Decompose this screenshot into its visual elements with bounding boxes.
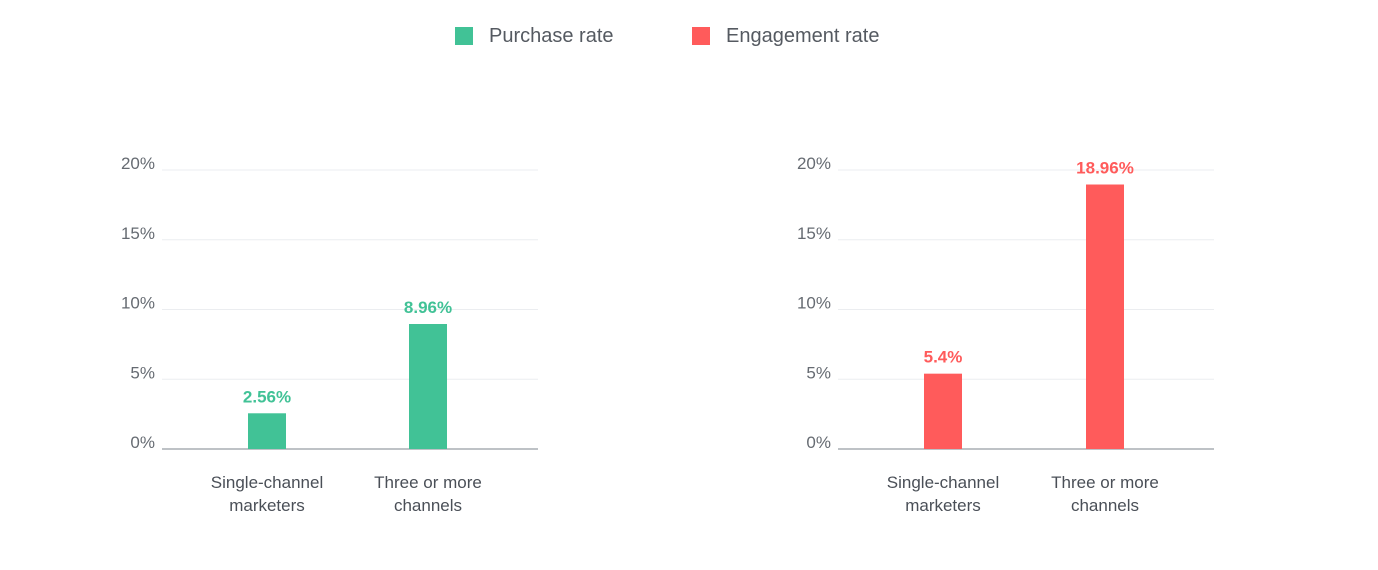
- legend-item-engagement-rate: Engagement rate: [692, 24, 879, 48]
- category-label: Three or more: [374, 473, 482, 492]
- chart-1: 0% 5% 10% 15% 20% 2.56% Single-channel marketer…: [121, 154, 538, 515]
- y-tick-label: 5%: [130, 363, 155, 382]
- chart-2: 0% 5% 10% 15% 20% 5.4% Single-channel marketers…: [797, 154, 1214, 515]
- y-tick-label: 15%: [121, 224, 155, 243]
- data-label: 18.96%: [1076, 159, 1134, 178]
- legend-swatch-engagement-rate: [692, 27, 710, 45]
- data-label: 8.96%: [404, 298, 452, 317]
- y-tick-label: 0%: [130, 433, 155, 452]
- category-label: Three or more: [1051, 473, 1159, 492]
- y-tick-label: 20%: [797, 154, 831, 173]
- category-label: marketers: [905, 496, 981, 515]
- y-tick-label: 10%: [121, 294, 155, 313]
- data-label: 2.56%: [243, 387, 291, 406]
- bar: [1086, 184, 1124, 449]
- legend-label-engagement-rate: Engagement rate: [726, 24, 880, 47]
- category-label: channels: [394, 496, 462, 515]
- category-label: marketers: [229, 496, 305, 515]
- y-tick-label: 15%: [797, 224, 831, 243]
- legend-label-purchase-rate: Purchase rate: [489, 24, 614, 47]
- bar: [409, 324, 447, 449]
- y-tick-label: 10%: [797, 294, 831, 313]
- category-label: channels: [1071, 496, 1139, 515]
- bar: [248, 413, 286, 449]
- category-label: Single-channel: [887, 473, 999, 492]
- data-label: 5.4%: [924, 348, 963, 367]
- legend: Purchase rate Engagement rate: [0, 20, 1378, 52]
- legend-swatch-purchase-rate: [455, 27, 473, 45]
- legend-item-purchase-rate: Purchase rate: [455, 24, 614, 48]
- category-label: Single-channel: [211, 473, 323, 492]
- y-tick-label: 0%: [806, 433, 831, 452]
- bar: [924, 373, 962, 449]
- y-tick-label: 20%: [121, 154, 155, 173]
- y-tick-label: 5%: [806, 363, 831, 382]
